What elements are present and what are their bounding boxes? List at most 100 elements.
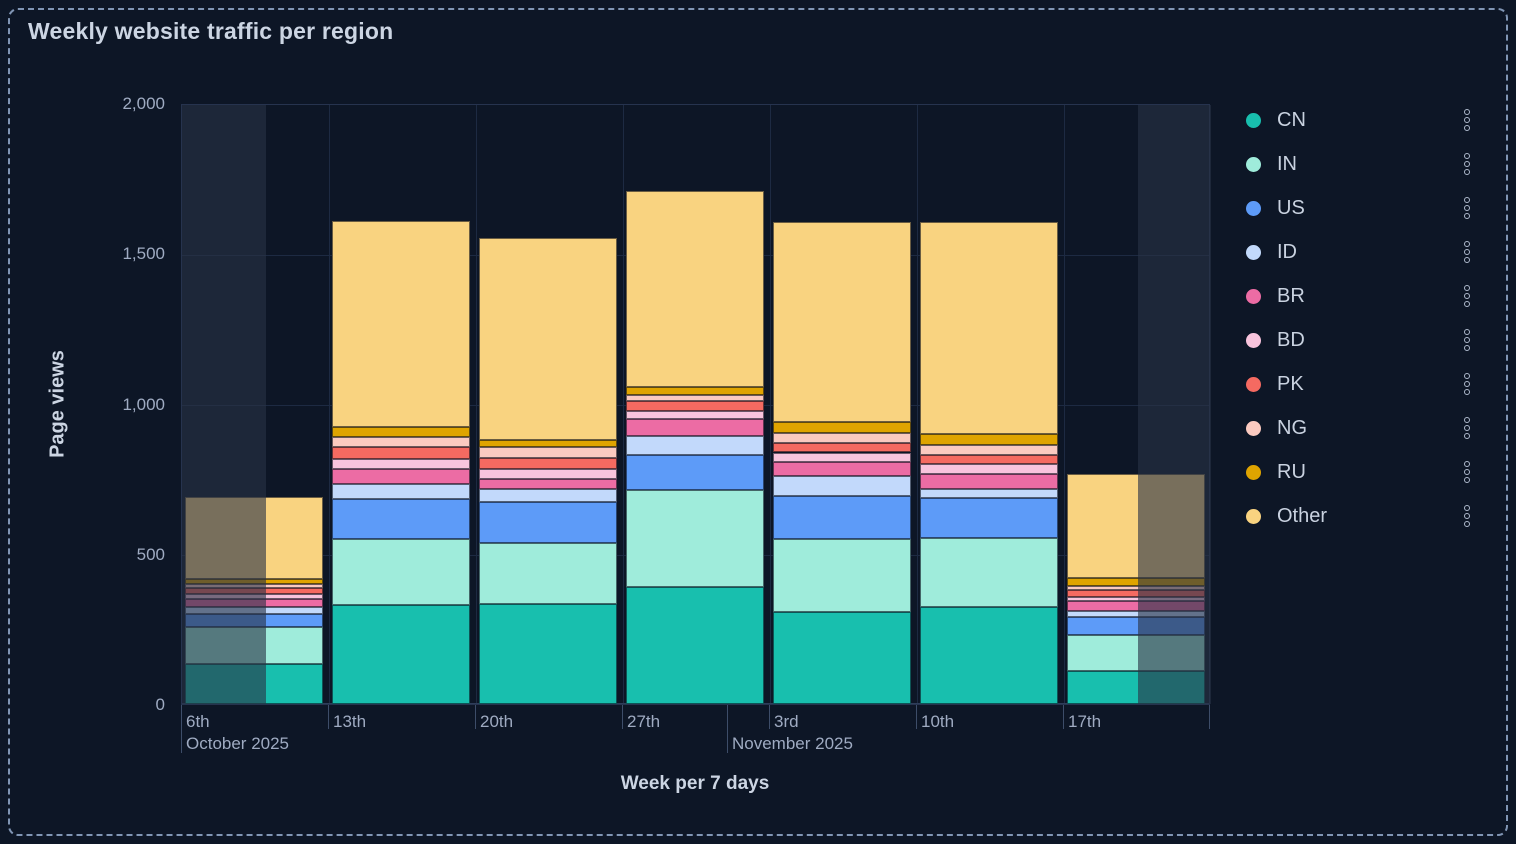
bar-segment-id-week7[interactable] [1067,610,1205,618]
legend-item-bd[interactable]: BD [1232,318,1484,362]
legend-swatch-ru [1246,464,1261,480]
bar-segment-ru-week4[interactable] [626,386,764,395]
bar-segment-in-week4[interactable] [626,490,764,587]
kebab-menu-icon[interactable] [1464,197,1470,219]
bar-segment-other-week4[interactable] [626,191,764,387]
x-tick-label: 17th [1068,712,1102,731]
bar-segment-other-week5[interactable] [773,221,911,423]
kebab-menu-icon[interactable] [1464,153,1470,175]
bar-segment-id-week6[interactable] [920,488,1058,498]
x-month-label: November 2025 [732,734,853,753]
bar-segment-cn-week2[interactable] [332,604,470,704]
bar-segment-ng-week3[interactable] [479,447,617,458]
bar-segment-cn-week5[interactable] [773,612,911,704]
kebab-menu-icon[interactable] [1464,461,1470,483]
kebab-menu-icon[interactable] [1464,285,1470,307]
bar-segment-ru-week7[interactable] [1067,578,1205,586]
legend: CN IN US ID BR BD PK NG RU Other [1232,98,1484,538]
legend-swatch-in [1246,156,1261,172]
bar-segment-other-week3[interactable] [479,238,617,440]
legend-label: NG [1277,416,1307,439]
legend-item-br[interactable]: BR [1232,274,1484,318]
kebab-menu-icon[interactable] [1464,417,1470,439]
x-axis-tick [1209,705,1210,729]
bar-segment-pk-week3[interactable] [479,457,617,470]
bar-segment-in-week2[interactable] [332,538,470,605]
bar-segment-bd-week7[interactable] [1067,597,1205,601]
bar-segment-pk-week5[interactable] [773,442,911,453]
bar-segment-ru-week2[interactable] [332,426,470,438]
legend-label: BR [1277,284,1305,307]
bar-segment-other-week6[interactable] [920,222,1058,435]
legend-item-other[interactable]: Other [1232,494,1484,538]
bar-segment-br-week7[interactable] [1067,600,1205,611]
legend-item-us[interactable]: US [1232,186,1484,230]
bar-segment-in-week5[interactable] [773,539,911,613]
bar-segment-cn-week4[interactable] [626,586,764,704]
bar-segment-pk-week2[interactable] [332,446,470,460]
bar-segment-ru-week5[interactable] [773,422,911,434]
bar-segment-us-week6[interactable] [920,497,1058,539]
kebab-menu-icon[interactable] [1464,505,1470,527]
legend-item-pk[interactable]: PK [1232,362,1484,406]
bar-segment-other-week2[interactable] [332,220,470,427]
bar-segment-ru-week6[interactable] [920,434,1058,446]
bar-segment-pk-week6[interactable] [920,455,1058,464]
legend-label: IN [1277,152,1297,175]
x-tick-label: 27th [627,712,661,731]
bar-segment-bd-week2[interactable] [332,459,470,470]
bar-segment-br-week4[interactable] [626,419,764,436]
legend-item-cn[interactable]: CN [1232,98,1484,142]
legend-item-ng[interactable]: NG [1232,406,1484,450]
bar-segment-br-week3[interactable] [479,478,617,490]
kebab-menu-icon[interactable] [1464,373,1470,395]
bar-segment-id-week2[interactable] [332,484,470,499]
legend-label: ID [1277,240,1297,263]
bar-segment-ng-week4[interactable] [626,394,764,402]
bar-segment-ng-week6[interactable] [920,445,1058,456]
bar-segment-ng-week2[interactable] [332,437,470,447]
legend-label: PK [1277,372,1304,395]
gridline-vertical [475,105,477,704]
plot-area [181,104,1211,705]
bar-segment-pk-week4[interactable] [626,401,764,412]
bar-segment-bd-week5[interactable] [773,452,911,462]
x-axis-tick [1063,705,1064,729]
kebab-menu-icon[interactable] [1464,241,1470,263]
legend-swatch-bd [1246,332,1261,348]
kebab-menu-icon[interactable] [1464,329,1470,351]
bar-segment-ru-week3[interactable] [479,439,617,448]
bar-segment-id-week3[interactable] [479,489,617,502]
bar-segment-br-week2[interactable] [332,469,470,485]
bar-segment-ng-week5[interactable] [773,433,911,443]
legend-label: BD [1277,328,1305,351]
x-axis-tick [475,705,476,729]
bar-segment-br-week5[interactable] [773,461,911,476]
bar-segment-us-week2[interactable] [332,498,470,539]
bar-segment-us-week3[interactable] [479,501,617,544]
bar-segment-us-week5[interactable] [773,496,911,540]
bar-segment-br-week6[interactable] [920,473,1058,489]
bar-segment-cn-week6[interactable] [920,607,1058,704]
bar-segment-us-week4[interactable] [626,454,764,491]
bar-segment-id-week5[interactable] [773,475,911,497]
x-axis-tick [622,705,623,729]
bar-segment-in-week3[interactable] [479,543,617,604]
legend-item-id[interactable]: ID [1232,230,1484,274]
bar-segment-pk-week7[interactable] [1067,590,1205,598]
bar-segment-ng-week7[interactable] [1067,585,1205,591]
legend-swatch-other [1246,508,1261,524]
kebab-menu-icon[interactable] [1464,109,1470,131]
legend-item-ru[interactable]: RU [1232,450,1484,494]
y-tick-label: 1,000 [122,394,165,414]
bar-segment-in-week6[interactable] [920,538,1058,608]
bar-segment-bd-week3[interactable] [479,469,617,479]
bar-segment-cn-week3[interactable] [479,603,617,704]
bar-segment-id-week4[interactable] [626,435,764,455]
gridline-vertical [328,105,330,704]
bar-segment-bd-week4[interactable] [626,411,764,420]
bar-segment-bd-week6[interactable] [920,463,1058,474]
legend-item-in[interactable]: IN [1232,142,1484,186]
y-tick-label: 0 [155,695,165,714]
legend-swatch-us [1246,200,1261,216]
